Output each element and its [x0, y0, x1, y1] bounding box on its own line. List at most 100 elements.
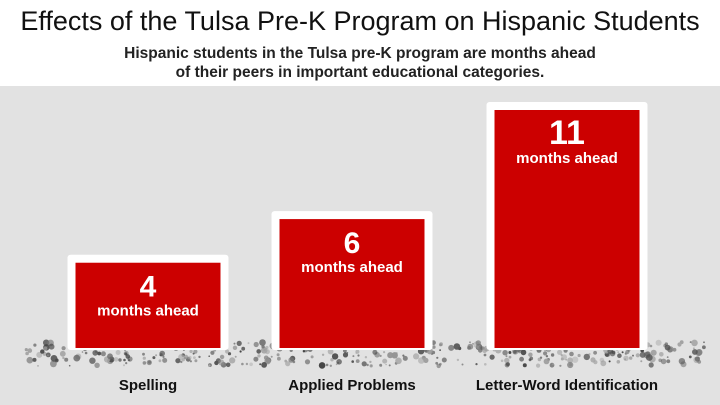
debris-dot: [277, 356, 281, 361]
debris-dot: [624, 353, 627, 355]
debris-dot: [569, 351, 574, 357]
debris-dot: [402, 355, 408, 361]
debris-dot: [475, 340, 481, 346]
debris-dot: [107, 353, 113, 360]
debris-dot: [364, 356, 368, 359]
debris-dot: [253, 356, 259, 362]
category-labels: Spelling Applied Problems Letter-Word Iden…: [119, 377, 658, 394]
debris-dot: [193, 356, 196, 359]
debris-dot: [94, 362, 100, 368]
debris-dot: [192, 352, 195, 355]
debris-dot: [229, 357, 236, 364]
debris-dot: [81, 351, 84, 353]
debris-dot: [234, 355, 237, 358]
debris-dot: [233, 342, 236, 345]
debris-dot: [692, 349, 698, 355]
debris-dot: [379, 354, 382, 357]
debris-dot: [593, 360, 598, 365]
debris-dot: [502, 350, 508, 356]
debris-dot: [142, 361, 147, 365]
debris-dot: [346, 352, 349, 354]
debris-dot: [256, 349, 262, 354]
debris-dot: [155, 354, 158, 357]
debris-dot: [508, 355, 512, 359]
debris-dot: [219, 354, 225, 360]
debris-dot: [505, 355, 508, 358]
category-label: Applied Problems: [288, 377, 416, 394]
debris-dot: [593, 350, 597, 355]
debris-dot: [25, 351, 29, 356]
debris-dot: [355, 359, 360, 363]
debris-dot: [617, 353, 622, 359]
debris-dot: [189, 349, 193, 354]
debris-dot: [247, 342, 250, 345]
debris-dot: [648, 362, 654, 368]
debris-dot: [225, 362, 231, 368]
debris-dot: [649, 344, 653, 348]
debris-dot: [336, 359, 342, 365]
debris-dot: [571, 356, 579, 363]
debris-dot: [508, 351, 512, 354]
debris-dot: [456, 358, 460, 362]
debris-dot: [561, 354, 567, 360]
debris-dot: [361, 361, 367, 367]
debris-dot: [435, 361, 439, 365]
debris-dot: [651, 353, 653, 356]
debris-dot: [418, 357, 425, 364]
debris-dot: [439, 349, 441, 351]
debris-dot: [472, 343, 474, 345]
debris-dot: [208, 364, 211, 367]
debris-dot: [453, 343, 461, 350]
debris-dot: [475, 363, 478, 366]
debris-dot: [366, 363, 369, 367]
debris-dot: [476, 346, 480, 350]
debris-dot: [208, 355, 210, 358]
debris-dot: [40, 349, 45, 354]
debris-dot: [146, 359, 152, 366]
debris-dot: [543, 351, 548, 356]
debris-dot: [688, 355, 692, 359]
debris-dot: [537, 357, 542, 362]
debris-dot: [239, 350, 242, 353]
debris-dot: [259, 363, 262, 366]
bar-value-label: 6: [344, 227, 361, 260]
debris-dot: [484, 363, 487, 366]
debris-dot: [245, 362, 249, 366]
bar-unit-label: months ahead: [516, 150, 618, 167]
debris-dot: [73, 354, 81, 362]
debris-dot: [645, 354, 653, 361]
debris-dot: [284, 359, 288, 363]
debris-dot: [351, 360, 355, 363]
debris-dot: [436, 356, 439, 359]
debris-dot: [189, 360, 192, 363]
debris-dot: [355, 349, 360, 354]
debris-dot: [68, 364, 71, 367]
debris-dot: [504, 357, 510, 364]
debris-dot: [372, 349, 378, 355]
debris-dot: [84, 351, 88, 355]
debris-dot: [37, 365, 39, 367]
debris-dot: [118, 358, 122, 362]
debris-dot: [666, 359, 671, 364]
chart-subtitle: Hispanic students in the Tulsa pre-K pro…: [60, 44, 660, 82]
debris-dot: [183, 354, 189, 360]
debris-dot: [327, 348, 334, 355]
debris-dot: [218, 359, 225, 366]
debris-dot: [162, 355, 165, 358]
debris-dot: [175, 358, 181, 364]
bar-value-label: 11: [549, 114, 585, 152]
debris-dot: [423, 357, 429, 363]
debris-dot: [413, 353, 420, 360]
debris-dot: [227, 352, 232, 356]
debris-dot: [382, 358, 388, 364]
debris-dot: [552, 363, 555, 366]
debris-dot: [560, 353, 563, 357]
debris-dot: [617, 351, 620, 354]
debris-dot: [461, 363, 464, 366]
debris-dot: [357, 354, 360, 357]
debris-dot: [483, 353, 487, 357]
